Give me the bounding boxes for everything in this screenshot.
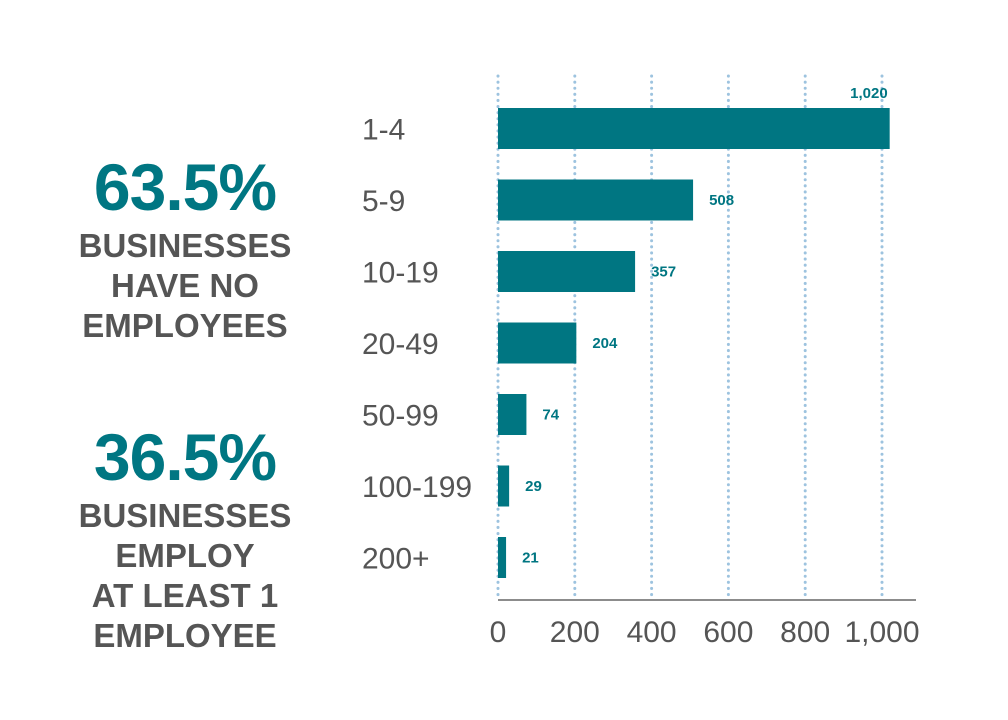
bar-1-4 bbox=[498, 108, 890, 149]
stat-with-employees-line-1: BUSINESSES bbox=[78, 497, 292, 534]
x-tick-label-2: 400 bbox=[627, 616, 677, 649]
data-label-1-4: 1,020 bbox=[850, 85, 888, 102]
category-label-20-49: 20-49 bbox=[362, 328, 439, 361]
stat-with-employees-line-4: EMPLOYEE bbox=[93, 617, 277, 654]
stat-no-employees-value: 63.5% bbox=[93, 150, 277, 224]
bar-50-99 bbox=[498, 394, 527, 435]
category-label-100-199: 100-199 bbox=[362, 471, 472, 504]
data-label-100-199: 29 bbox=[525, 478, 542, 495]
category-label-200+: 200+ bbox=[362, 543, 430, 576]
bar-5-9 bbox=[498, 179, 694, 221]
stat-no-employees-line-2: HAVE NO bbox=[111, 267, 259, 304]
bar-20-49 bbox=[498, 322, 577, 364]
data-label-5-9: 508 bbox=[709, 192, 734, 209]
x-tick-label-4: 800 bbox=[780, 616, 830, 649]
bar-200+ bbox=[498, 537, 507, 578]
data-label-10-19: 357 bbox=[651, 264, 676, 281]
stat-with-employees-line-2: EMPLOY bbox=[115, 537, 255, 574]
data-label-50-99: 74 bbox=[542, 407, 559, 424]
stat-no-employees: 63.5% BUSINESSES HAVE NO EMPLOYEES bbox=[40, 148, 330, 346]
category-label-1-4: 1-4 bbox=[362, 114, 405, 147]
x-tick-label-5: 1,000 bbox=[844, 616, 919, 649]
x-tick-label-0: 0 bbox=[490, 616, 507, 649]
bar-100-199 bbox=[498, 465, 510, 507]
bar-10-19 bbox=[498, 251, 636, 292]
data-label-200+: 21 bbox=[522, 550, 539, 567]
stat-no-employees-line-1: BUSINESSES bbox=[78, 227, 292, 264]
x-tick-label-1: 200 bbox=[550, 616, 600, 649]
category-label-50-99: 50-99 bbox=[362, 400, 439, 433]
category-label-10-19: 10-19 bbox=[362, 257, 439, 290]
stat-with-employees: 36.5% BUSINESSES EMPLOY AT LEAST 1 EMPLO… bbox=[40, 418, 330, 656]
category-label-5-9: 5-9 bbox=[362, 185, 405, 218]
stat-with-employees-value: 36.5% bbox=[93, 420, 277, 494]
x-tick-label-3: 600 bbox=[703, 616, 753, 649]
stat-with-employees-line-3: AT LEAST 1 bbox=[91, 577, 279, 614]
stat-no-employees-line-3: EMPLOYEES bbox=[82, 307, 288, 344]
data-label-20-49: 204 bbox=[592, 335, 618, 352]
